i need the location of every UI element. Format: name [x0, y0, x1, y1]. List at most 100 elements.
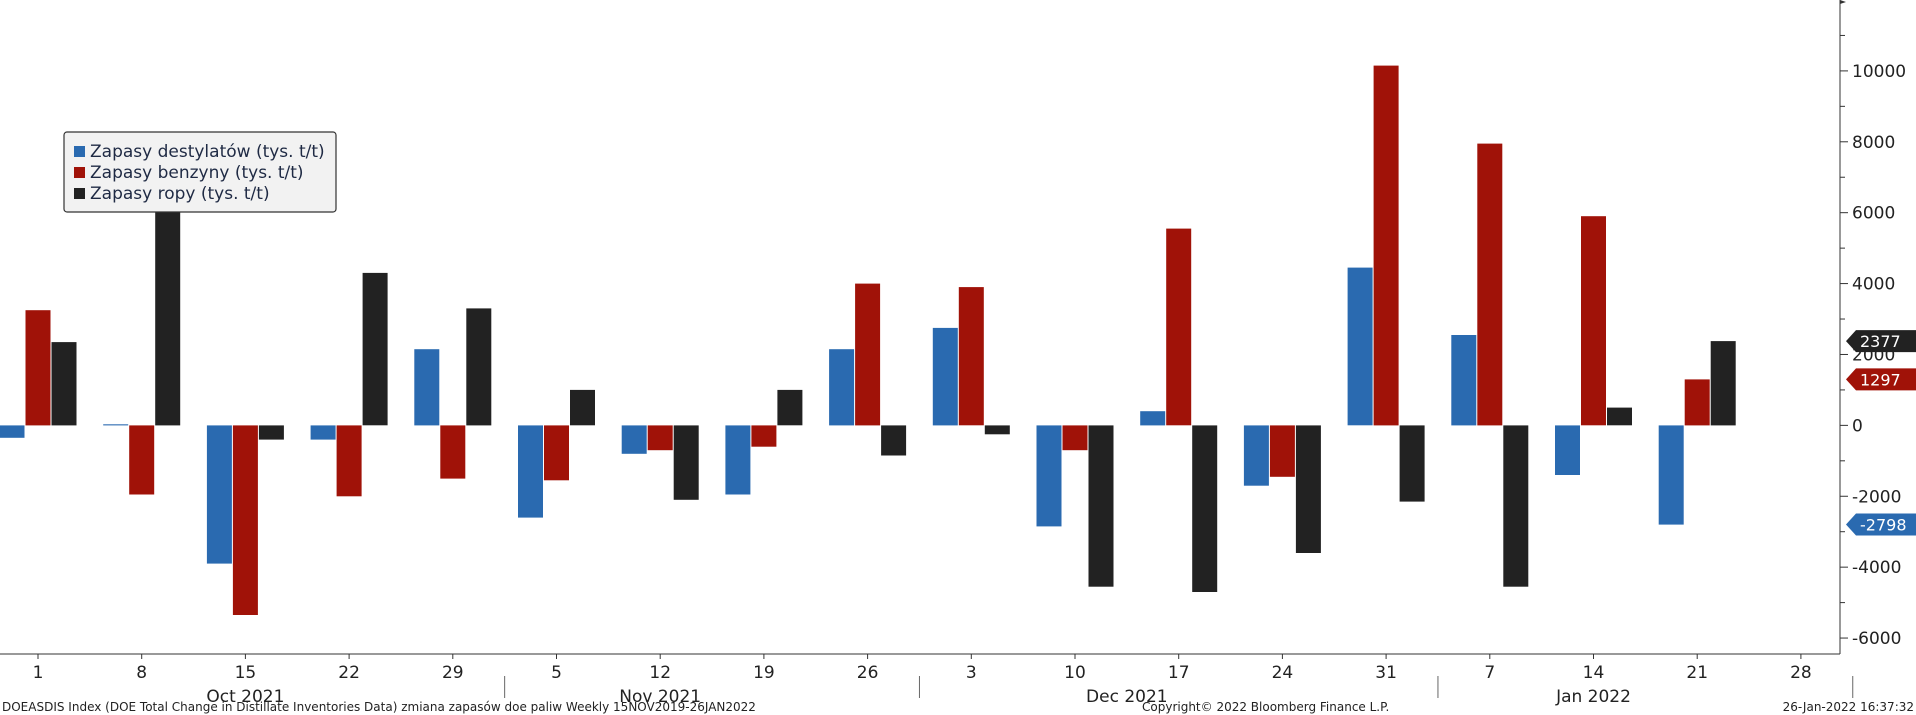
bar-0-14 [1451, 335, 1477, 426]
x-tick-label: 21 [1686, 663, 1708, 683]
footer: DOEASDIS Index (DOE Total Change in Dist… [2, 700, 1914, 714]
legend: Zapasy destylatów (tys. t/t)Zapasy benzy… [63, 131, 337, 213]
x-tick-label: 3 [966, 663, 977, 683]
last-value-badges: 2377 1297 -2798 [1846, 330, 1916, 536]
bars-layer [0, 65, 1736, 615]
bar-2-1 [155, 207, 181, 426]
last-value-badge [1846, 368, 1916, 391]
bar-1-16 [1684, 379, 1710, 426]
month-label: Dec 2021 [1086, 687, 1168, 707]
x-tick-label: 15 [235, 663, 257, 683]
bar-0-5 [518, 425, 543, 518]
bar-2-2 [258, 425, 284, 440]
bar-0-3 [310, 425, 336, 440]
x-tick-label: 24 [1272, 663, 1294, 683]
bar-1-7 [751, 425, 777, 447]
legend-entry: Zapasy destylatów (tys. t/t) [90, 142, 325, 162]
last-value-badge [1846, 330, 1916, 353]
last-value-badge-text: 1297 [1860, 370, 1901, 389]
x-tick-label: 29 [442, 663, 464, 683]
bar-0-0 [0, 425, 25, 438]
bar-1-15 [1581, 216, 1606, 426]
bar-2-16 [1710, 341, 1736, 426]
bar-2-10 [1088, 425, 1114, 587]
bar-1-11 [1166, 228, 1192, 426]
x-tick-label: 12 [649, 663, 671, 683]
x-tick-label: 7 [1484, 663, 1495, 683]
bar-0-7 [725, 425, 751, 495]
y-tick-label: -4000 [1852, 558, 1901, 578]
bar-0-8 [829, 349, 855, 426]
bar-0-9 [932, 327, 958, 426]
bar-1-10 [1062, 425, 1088, 451]
bar-1-4 [440, 425, 466, 479]
y-tick-label: 10000 [1852, 62, 1906, 82]
bar-1-6 [647, 425, 673, 451]
legend-box [63, 131, 337, 213]
y-axis-arrow [1840, 0, 1846, 4]
bar-2-4 [466, 308, 492, 426]
legend-entry: Zapasy benzyny (tys. t/t) [90, 163, 304, 183]
x-tick-label: 10 [1064, 663, 1086, 683]
bar-2-3 [362, 272, 388, 426]
legend-swatch [74, 167, 85, 178]
x-tick-label: 17 [1168, 663, 1190, 683]
bar-1-5 [544, 425, 569, 481]
bar-2-0 [51, 342, 77, 426]
bar-0-12 [1243, 425, 1269, 486]
bar-2-12 [1295, 425, 1321, 553]
x-tick-label: 28 [1790, 663, 1812, 683]
x-tick-label: 31 [1375, 663, 1397, 683]
x-tick-label: 14 [1583, 663, 1605, 683]
bar-2-14 [1503, 425, 1529, 587]
y-tick-label: 4000 [1852, 275, 1895, 295]
bar-1-3 [336, 425, 362, 497]
bar-1-14 [1477, 143, 1503, 426]
bar-2-6 [673, 425, 699, 500]
month-label: Nov 2021 [619, 687, 701, 707]
bar-0-4 [414, 349, 440, 426]
x-tick-label: 19 [753, 663, 775, 683]
bar-0-15 [1555, 425, 1580, 475]
last-value-badge-text: -2798 [1860, 516, 1907, 535]
bar-1-13 [1373, 65, 1399, 426]
footer-copyright: Copyright© 2022 Bloomberg Finance L.P. [1142, 700, 1389, 714]
bar-0-11 [1140, 411, 1166, 426]
bar-0-1 [103, 424, 129, 426]
legend-swatch [74, 146, 85, 157]
y-tick-label: 0 [1852, 416, 1863, 436]
month-label: Oct 2021 [206, 687, 284, 707]
y-tick-label: 6000 [1852, 204, 1895, 224]
last-value-badge [1846, 513, 1916, 536]
bar-1-2 [232, 425, 258, 615]
y-tick-label: 8000 [1852, 133, 1895, 153]
y-tick-label: -6000 [1852, 629, 1901, 649]
x-tick-label: 22 [338, 663, 360, 683]
footer-timestamp: 26-Jan-2022 16:37:32 [1783, 700, 1914, 714]
x-tick-label: 5 [551, 663, 562, 683]
bar-1-8 [855, 283, 881, 426]
bar-0-16 [1658, 425, 1684, 525]
x-tick-label: 1 [33, 663, 44, 683]
bar-2-15 [1607, 407, 1632, 426]
bar-2-11 [1192, 425, 1218, 592]
bar-1-0 [25, 310, 51, 426]
bar-0-13 [1347, 267, 1373, 426]
x-tick-label: 26 [857, 663, 879, 683]
bar-2-9 [984, 425, 1010, 435]
bar-0-10 [1036, 425, 1062, 527]
x-axis: 1 8 15 22 29 5 12 19 26 3 10 17 24 31 7 14 21 28 Oct 2021 N… [0, 653, 1854, 707]
last-value-badge-text: 2377 [1860, 332, 1901, 351]
legend-entry: Zapasy ropy (tys. t/t) [90, 184, 270, 204]
bar-0-6 [621, 425, 647, 454]
month-label: Jan 2022 [1555, 687, 1631, 707]
bar-0-2 [206, 425, 232, 564]
bar-2-13 [1399, 425, 1425, 502]
footer-source: DOEASDIS Index (DOE Total Change in Dist… [2, 700, 756, 714]
bar-2-5 [570, 389, 595, 426]
y-tick-label: -2000 [1852, 487, 1901, 507]
bar-1-9 [958, 287, 984, 426]
bar-2-8 [881, 425, 907, 456]
